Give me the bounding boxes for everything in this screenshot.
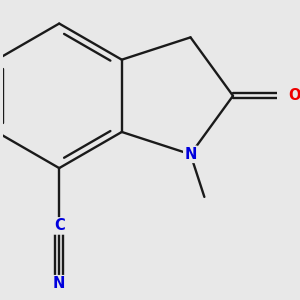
Text: N: N [53, 276, 65, 291]
Text: O: O [288, 88, 300, 103]
Text: C: C [54, 218, 64, 233]
Text: N: N [184, 147, 197, 162]
